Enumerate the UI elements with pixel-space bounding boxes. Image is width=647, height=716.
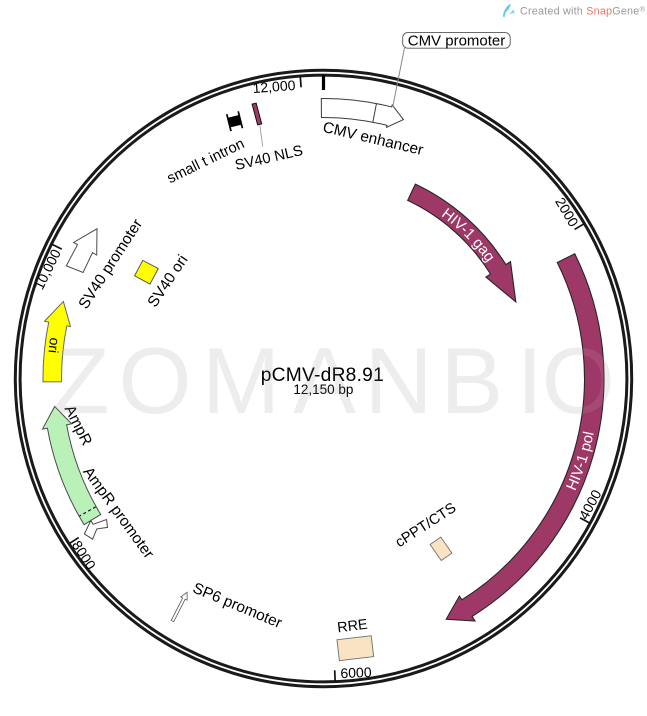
svg-text:CMV promoter: CMV promoter bbox=[408, 33, 506, 50]
svg-text:ori: ori bbox=[45, 337, 63, 354]
svg-text:Created with SnapGene®: Created with SnapGene® bbox=[520, 4, 645, 18]
svg-text:ZOMANBIO: ZOMANBIO bbox=[52, 328, 615, 433]
svg-text:RRE: RRE bbox=[336, 617, 368, 637]
svg-text:12,150 bp: 12,150 bp bbox=[293, 382, 353, 397]
svg-text:12,000: 12,000 bbox=[252, 77, 296, 96]
svg-text:ZOMANBIO: ZOMANBIO bbox=[52, 328, 615, 433]
svg-text:6000: 6000 bbox=[340, 664, 372, 681]
svg-text:pCMV-dR8.91: pCMV-dR8.91 bbox=[261, 365, 384, 386]
